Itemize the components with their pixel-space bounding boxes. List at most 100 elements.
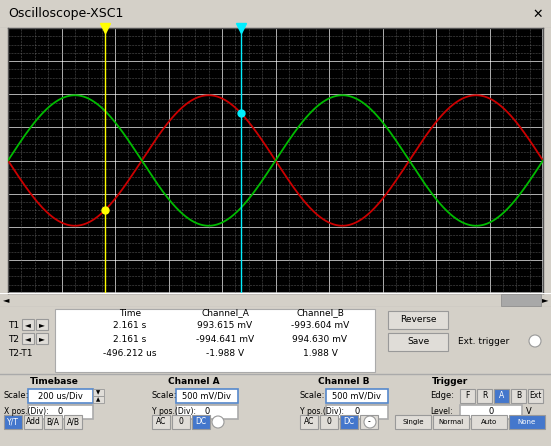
Text: 2.161 s: 2.161 s [114, 334, 147, 343]
Text: DC: DC [196, 417, 207, 426]
Text: Oscilloscope-XSC1: Oscilloscope-XSC1 [8, 8, 123, 21]
Text: F: F [465, 392, 469, 401]
FancyBboxPatch shape [460, 405, 522, 419]
Text: Trigger: Trigger [432, 377, 468, 387]
FancyBboxPatch shape [460, 389, 475, 403]
Text: 0: 0 [179, 417, 183, 426]
FancyBboxPatch shape [36, 319, 48, 330]
FancyBboxPatch shape [4, 415, 22, 429]
Text: -993.604 mV: -993.604 mV [291, 321, 349, 330]
FancyBboxPatch shape [176, 389, 238, 403]
Text: V: V [526, 408, 532, 417]
Text: A/B: A/B [67, 417, 79, 426]
Text: Normal: Normal [439, 419, 463, 425]
Text: Single: Single [402, 419, 424, 425]
Text: Add: Add [25, 417, 40, 426]
Text: 1.988 V: 1.988 V [302, 348, 337, 358]
Text: Ext: Ext [530, 392, 542, 401]
Text: Channel_A: Channel_A [201, 309, 249, 318]
Text: Channel_B: Channel_B [296, 309, 344, 318]
Text: Channel B: Channel B [318, 377, 370, 387]
FancyBboxPatch shape [28, 405, 93, 419]
Text: ✕: ✕ [532, 8, 543, 21]
Text: 2.161 s: 2.161 s [114, 321, 147, 330]
Text: None: None [518, 419, 536, 425]
Circle shape [364, 416, 376, 428]
FancyBboxPatch shape [433, 415, 469, 429]
Text: ◄: ◄ [25, 334, 31, 343]
Text: 0: 0 [204, 408, 209, 417]
FancyBboxPatch shape [93, 396, 104, 403]
FancyBboxPatch shape [152, 415, 170, 429]
Text: 500 mV/Div: 500 mV/Div [182, 392, 231, 401]
FancyBboxPatch shape [24, 415, 42, 429]
FancyBboxPatch shape [36, 333, 48, 344]
FancyBboxPatch shape [477, 389, 492, 403]
Circle shape [529, 335, 541, 347]
Text: Reverse: Reverse [399, 315, 436, 325]
Text: ◄: ◄ [3, 296, 9, 305]
Text: Time: Time [119, 309, 141, 318]
FancyBboxPatch shape [22, 319, 34, 330]
Text: Y pos.(Div):: Y pos.(Div): [152, 408, 196, 417]
Text: Level:: Level: [430, 408, 452, 417]
Text: Scale:: Scale: [4, 392, 29, 401]
Text: ▲: ▲ [96, 397, 100, 402]
FancyBboxPatch shape [172, 415, 190, 429]
FancyBboxPatch shape [176, 405, 238, 419]
Text: Scale:: Scale: [152, 392, 177, 401]
Text: Save: Save [407, 338, 429, 347]
FancyBboxPatch shape [511, 389, 526, 403]
FancyBboxPatch shape [360, 415, 378, 429]
Text: -496.212 us: -496.212 us [103, 348, 156, 358]
FancyBboxPatch shape [388, 333, 448, 351]
Text: R: R [482, 392, 487, 401]
Text: A: A [499, 392, 504, 401]
Bar [55, 309, 375, 372]
Text: -: - [368, 417, 370, 426]
Text: Y/T: Y/T [7, 417, 19, 426]
Text: DC: DC [343, 417, 354, 426]
FancyBboxPatch shape [326, 405, 388, 419]
Text: ►: ► [542, 296, 548, 305]
FancyBboxPatch shape [192, 415, 210, 429]
FancyBboxPatch shape [300, 415, 318, 429]
Text: T1: T1 [8, 321, 19, 330]
Circle shape [212, 416, 224, 428]
Text: T2: T2 [8, 334, 19, 343]
FancyBboxPatch shape [528, 389, 543, 403]
Text: Edge:: Edge: [430, 392, 454, 401]
Text: AC: AC [304, 417, 314, 426]
Text: -994.641 mV: -994.641 mV [196, 334, 254, 343]
FancyBboxPatch shape [340, 415, 358, 429]
Text: Y pos.(Div):: Y pos.(Div): [300, 408, 344, 417]
Text: Scale:: Scale: [300, 392, 326, 401]
Text: ◄: ◄ [25, 320, 31, 329]
Text: 500 mV/Div: 500 mV/Div [332, 392, 381, 401]
FancyBboxPatch shape [395, 415, 431, 429]
Text: ►: ► [39, 334, 45, 343]
Bar [501, 294, 541, 306]
Text: 994.630 mV: 994.630 mV [293, 334, 348, 343]
FancyBboxPatch shape [93, 389, 104, 396]
Text: 993.615 mV: 993.615 mV [197, 321, 252, 330]
Text: 200 us/Div: 200 us/Div [38, 392, 83, 401]
FancyBboxPatch shape [326, 389, 388, 403]
FancyBboxPatch shape [22, 333, 34, 344]
FancyBboxPatch shape [28, 389, 93, 403]
FancyBboxPatch shape [64, 415, 82, 429]
Text: Channel A: Channel A [168, 377, 220, 387]
Text: 0: 0 [354, 408, 360, 417]
FancyBboxPatch shape [494, 389, 509, 403]
Text: 0: 0 [58, 408, 63, 417]
Text: 0: 0 [327, 417, 332, 426]
Text: -1.988 V: -1.988 V [206, 348, 244, 358]
Text: T2-T1: T2-T1 [8, 348, 33, 358]
Text: Timebase: Timebase [30, 377, 79, 387]
FancyBboxPatch shape [388, 311, 448, 329]
Text: Ext. trigger: Ext. trigger [458, 336, 509, 346]
FancyBboxPatch shape [509, 415, 545, 429]
Text: ►: ► [39, 320, 45, 329]
FancyBboxPatch shape [471, 415, 507, 429]
Text: B/A: B/A [46, 417, 60, 426]
